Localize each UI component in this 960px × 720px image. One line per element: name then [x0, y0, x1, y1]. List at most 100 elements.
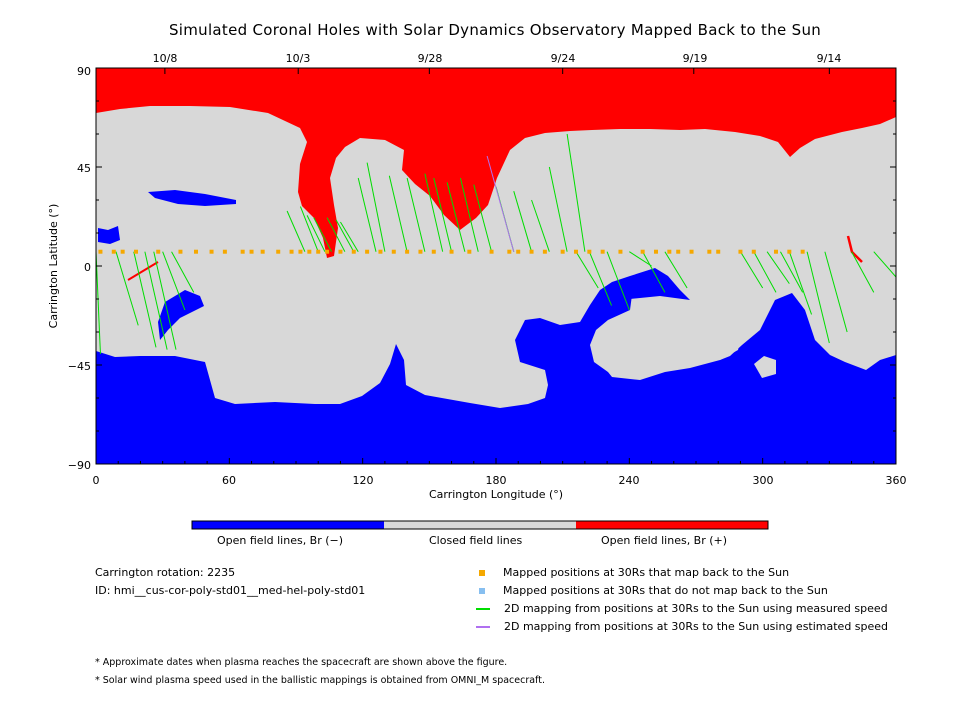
mapped-point — [351, 249, 356, 254]
measured-mapping-line — [566, 133, 586, 252]
colorbar-closed — [384, 521, 576, 529]
mapped-point — [689, 249, 694, 254]
mapped-point — [289, 249, 294, 254]
top-date-label: 9/19 — [683, 52, 708, 65]
closed-island-1 — [590, 328, 670, 376]
mapped-point — [391, 249, 396, 254]
estimated-mapping-line — [486, 155, 515, 252]
mapped-point — [134, 249, 138, 254]
mapped-point — [449, 249, 454, 254]
mapped-point — [800, 249, 805, 254]
measured-mapping-line — [473, 184, 493, 252]
top-date-label: 9/28 — [418, 52, 443, 65]
measured-mapping-line — [513, 191, 533, 252]
legend-label: 2D mapping from positions at 30Rs to the… — [504, 620, 889, 633]
purple-line-icon — [476, 626, 490, 628]
colorbar — [191, 520, 769, 530]
mapped-point — [716, 249, 721, 254]
measured-mapping-line — [588, 251, 613, 306]
top-date-label: 10/8 — [153, 52, 178, 65]
red-streak-west — [127, 261, 159, 281]
chart-title: Simulated Coronal Holes with Solar Dynam… — [168, 21, 822, 39]
mapped-point — [111, 249, 116, 254]
measured-mapping-line — [313, 217, 332, 252]
x-tick-label: 300 — [753, 474, 774, 487]
mapped-point — [707, 249, 712, 254]
measured-mapping-line — [740, 251, 764, 289]
measured-mapping-line — [326, 217, 346, 252]
measured-mapping-line — [664, 251, 688, 289]
legend-label: Mapped positions at 30Rs that map back t… — [503, 566, 790, 579]
measured-mapping-line — [446, 182, 466, 252]
x-axis-label: Carrington Longitude (°) — [429, 488, 563, 501]
mapped-point — [316, 249, 321, 254]
measured-mapping-line — [406, 177, 426, 252]
green-line-icon — [476, 608, 490, 610]
legend-label: 2D mapping from positions at 30Rs to the… — [504, 602, 888, 615]
orange-square-icon — [479, 570, 485, 576]
x-tick-label: 0 — [93, 474, 100, 487]
mapped-point — [667, 249, 672, 254]
measured-mapping-line — [335, 219, 355, 252]
mapped-point — [209, 249, 214, 254]
left-negative-hole — [98, 226, 120, 244]
legend-not-mapped: Mapped positions at 30Rs that do not map… — [476, 584, 828, 597]
mapped-point — [178, 249, 183, 254]
colorbar-open-negative — [192, 521, 384, 529]
mapped-point — [365, 249, 370, 254]
mapped-point — [249, 249, 254, 254]
north-positive-polarity-region — [96, 68, 896, 258]
south-negative-polarity-region — [96, 290, 896, 464]
top-date-label: 9/14 — [817, 52, 842, 65]
mapped-point — [405, 249, 410, 254]
axis-ticks — [95, 67, 897, 465]
colorbar-label-negative: Open field lines, Br (−) — [217, 534, 344, 547]
mapped-point — [325, 249, 330, 254]
y-tick-label: −90 — [68, 459, 91, 472]
light-blue-square-icon — [479, 588, 485, 594]
measured-mapping-line — [433, 177, 453, 252]
measured-mapping-line — [115, 251, 139, 326]
measured-mapping-line — [96, 251, 101, 355]
measured-mapping-line — [806, 251, 830, 344]
mapped-point — [516, 249, 521, 254]
top-date-label: 9/24 — [551, 52, 576, 65]
mapped-point — [738, 249, 743, 254]
mapped-point — [787, 249, 792, 254]
carrington-rotation: Carrington rotation: 2235 — [95, 566, 236, 579]
mapped-point — [260, 249, 265, 254]
model-id: ID: hmi__cus-cor-poly-std01__med-hel-pol… — [95, 584, 366, 597]
measured-mapping-line — [153, 251, 177, 350]
mapped-point — [378, 249, 383, 254]
legend-label: Mapped positions at 30Rs that do not map… — [503, 584, 828, 597]
colorbar-open-positive — [576, 521, 768, 529]
mapped-point — [418, 249, 423, 254]
measured-mapping-line — [753, 251, 777, 293]
north-negative-hole — [148, 190, 236, 206]
mapped-point — [194, 249, 198, 254]
footnote-speed: * Solar wind plasma speed used in the ba… — [95, 675, 545, 686]
measured-mapping-line — [642, 251, 666, 293]
measured-mapping-line — [133, 251, 157, 348]
y-axis-label: Carrington Latitude (°) — [47, 204, 60, 329]
measured-mapping-line — [459, 177, 479, 252]
mapped-point — [654, 249, 658, 254]
measured-mapping-line — [286, 210, 306, 252]
legend-mapped-back: Mapped positions at 30Rs that map back t… — [476, 566, 789, 579]
measured-mapping-line — [548, 166, 568, 252]
measured-mapping-line — [780, 251, 804, 293]
mapped-point — [640, 249, 645, 254]
x-tick-label: 120 — [353, 474, 374, 487]
measured-mapping-line — [851, 251, 875, 293]
mapped-point — [240, 249, 245, 254]
measured-mapping-line — [162, 251, 186, 311]
mapped-point — [774, 249, 778, 254]
closed-island-2 — [700, 322, 742, 360]
measured-mapping-line — [531, 199, 550, 252]
mapped-point — [222, 249, 227, 254]
x-tick-label: 360 — [886, 474, 907, 487]
measured-mapping-line — [357, 177, 377, 252]
mapped-point — [298, 249, 303, 254]
top-date-labels: 10/8 10/3 9/28 9/24 9/19 9/14 — [153, 52, 842, 65]
measured-mapping-line — [629, 251, 652, 267]
